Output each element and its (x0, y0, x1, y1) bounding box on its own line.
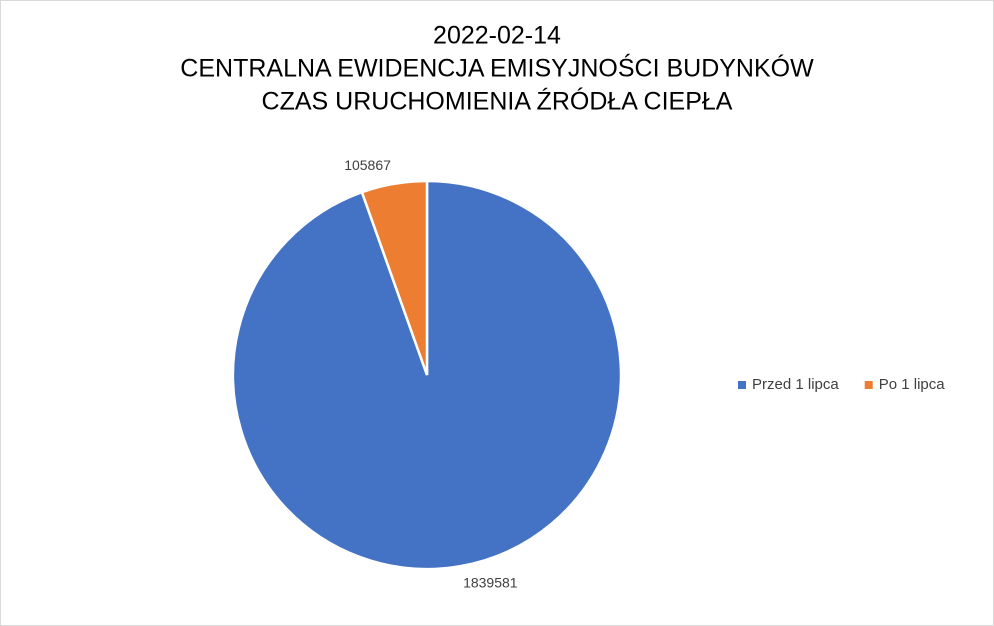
legend-swatch (738, 381, 746, 389)
chart-title: CENTRALNA EWIDENCJA EMISYJNOŚCI BUDYNKÓW (180, 53, 814, 83)
legend-label: Przed 1 lipca (752, 376, 839, 393)
pie-slice (360, 179, 429, 376)
legend-label: Po 1 lipca (879, 376, 946, 393)
chart-title: 2022-02-14 (433, 22, 561, 50)
data-label: 1839581 (463, 575, 518, 591)
legend-swatch (864, 381, 873, 389)
data-label: 105867 (344, 157, 391, 173)
chart-title: CZAS URUCHOMIENIA ŹRÓDŁA CIEPŁA (262, 87, 733, 116)
